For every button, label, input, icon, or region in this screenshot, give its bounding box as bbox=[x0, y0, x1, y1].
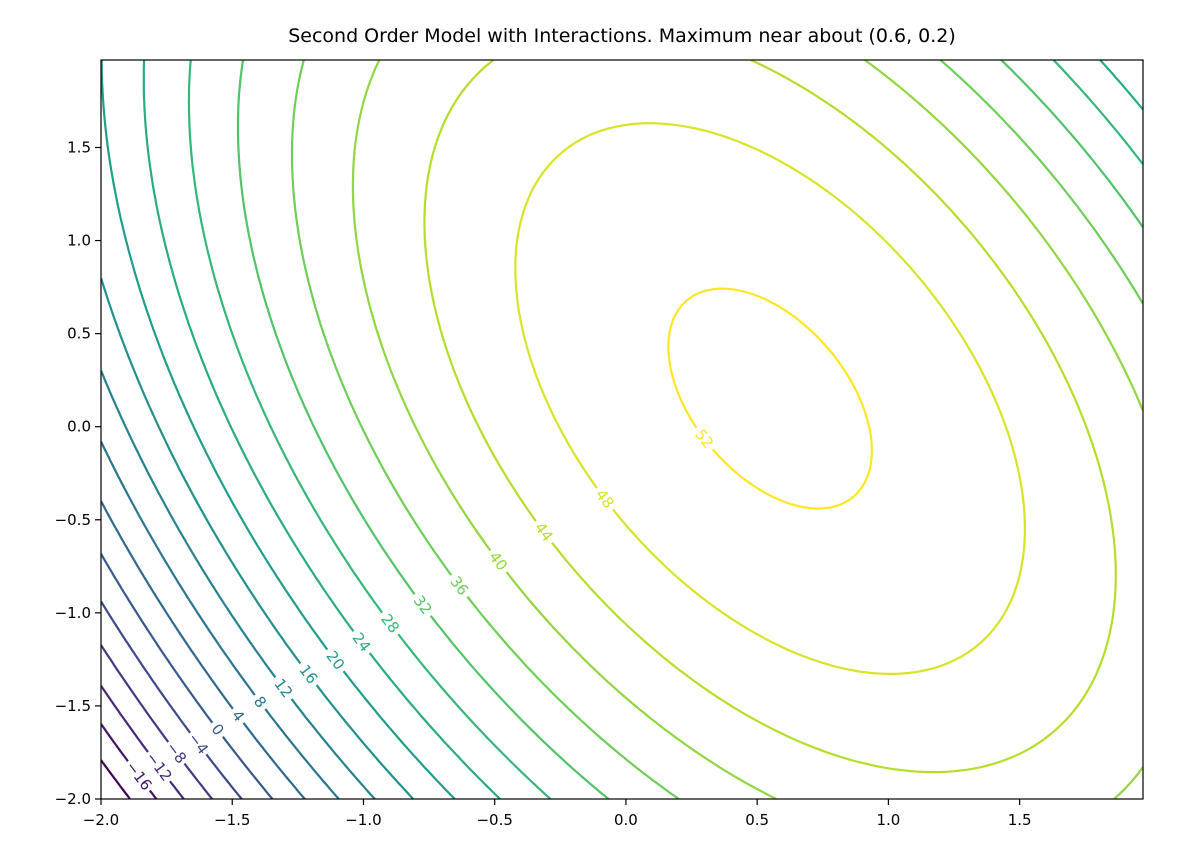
contour-line bbox=[101, 441, 340, 799]
contour-line bbox=[101, 644, 213, 799]
contour-label-group: 0 bbox=[205, 717, 231, 743]
contour-label-group: 12 bbox=[268, 672, 299, 705]
contour-line bbox=[101, 553, 274, 799]
contour-label-group: 8 bbox=[247, 689, 273, 715]
contour-line bbox=[351, 60, 1143, 799]
contour-line bbox=[101, 277, 415, 799]
contour-label-group: 40 bbox=[482, 545, 514, 578]
contour-line bbox=[101, 600, 243, 799]
label-gap bbox=[225, 703, 251, 729]
contour-label-group: 44 bbox=[528, 515, 560, 549]
label-gap bbox=[320, 644, 351, 677]
label-gap bbox=[140, 746, 178, 787]
label-gap bbox=[182, 727, 214, 760]
y-tick-label: 1.5 bbox=[67, 138, 91, 156]
label-gap bbox=[482, 545, 514, 578]
label-gap bbox=[268, 672, 299, 705]
contour-label-group: 52 bbox=[688, 422, 720, 455]
y-tick-label: −0.5 bbox=[55, 511, 91, 529]
contour-line bbox=[187, 60, 1143, 799]
x-tick-label: −1.0 bbox=[345, 811, 381, 829]
label-gap bbox=[374, 607, 406, 640]
contour-label-group: 36 bbox=[443, 569, 475, 603]
y-tick-label: 0.5 bbox=[67, 325, 91, 343]
contour-line bbox=[101, 500, 306, 799]
x-tick-label: 1.0 bbox=[876, 811, 900, 829]
y-tick-label: 1.0 bbox=[67, 232, 91, 250]
x-tick-label: 0.5 bbox=[745, 811, 769, 829]
plot-frame bbox=[100, 59, 1144, 800]
label-gap bbox=[688, 422, 720, 455]
contour-label-group: 48 bbox=[589, 482, 621, 515]
label-gap bbox=[589, 482, 621, 515]
label-gap bbox=[346, 626, 377, 659]
label-gap bbox=[247, 689, 273, 715]
contour-line bbox=[290, 60, 1143, 799]
contour-line bbox=[667, 287, 873, 510]
x-tick-label: 1.5 bbox=[1008, 811, 1032, 829]
contour-line bbox=[101, 759, 131, 799]
contour-line bbox=[236, 60, 1143, 799]
contour-label-group: 24 bbox=[346, 626, 377, 659]
x-tick-label: −0.5 bbox=[476, 811, 512, 829]
label-gap bbox=[120, 755, 157, 796]
x-tick-label: 0.0 bbox=[614, 811, 638, 829]
x-tick-label: −2.0 bbox=[83, 811, 119, 829]
label-gap bbox=[160, 736, 192, 769]
contour-line bbox=[514, 122, 1026, 676]
label-gap bbox=[443, 569, 475, 603]
label-gap bbox=[205, 717, 231, 743]
contour-label-group: 32 bbox=[407, 588, 438, 622]
contour-line bbox=[101, 370, 376, 799]
label-gap bbox=[293, 658, 324, 691]
y-tick-label: −2.0 bbox=[55, 790, 91, 808]
y-tick-label: −1.5 bbox=[55, 697, 91, 715]
label-gap bbox=[528, 515, 560, 549]
label-gap bbox=[407, 588, 438, 622]
contour-label-group: 20 bbox=[320, 644, 351, 677]
contour-line bbox=[423, 60, 1117, 774]
x-tick-label: −1.5 bbox=[214, 811, 250, 829]
contour-label-group: 28 bbox=[374, 607, 406, 640]
chart-title: Second Order Model with Interactions. Ma… bbox=[288, 25, 956, 47]
y-tick-label: 0.0 bbox=[67, 418, 91, 436]
y-tick-label: −1.0 bbox=[55, 604, 91, 622]
contour-label-group: 16 bbox=[293, 658, 324, 691]
contour-label-group: 4 bbox=[225, 703, 251, 729]
contour-line bbox=[142, 60, 1143, 799]
